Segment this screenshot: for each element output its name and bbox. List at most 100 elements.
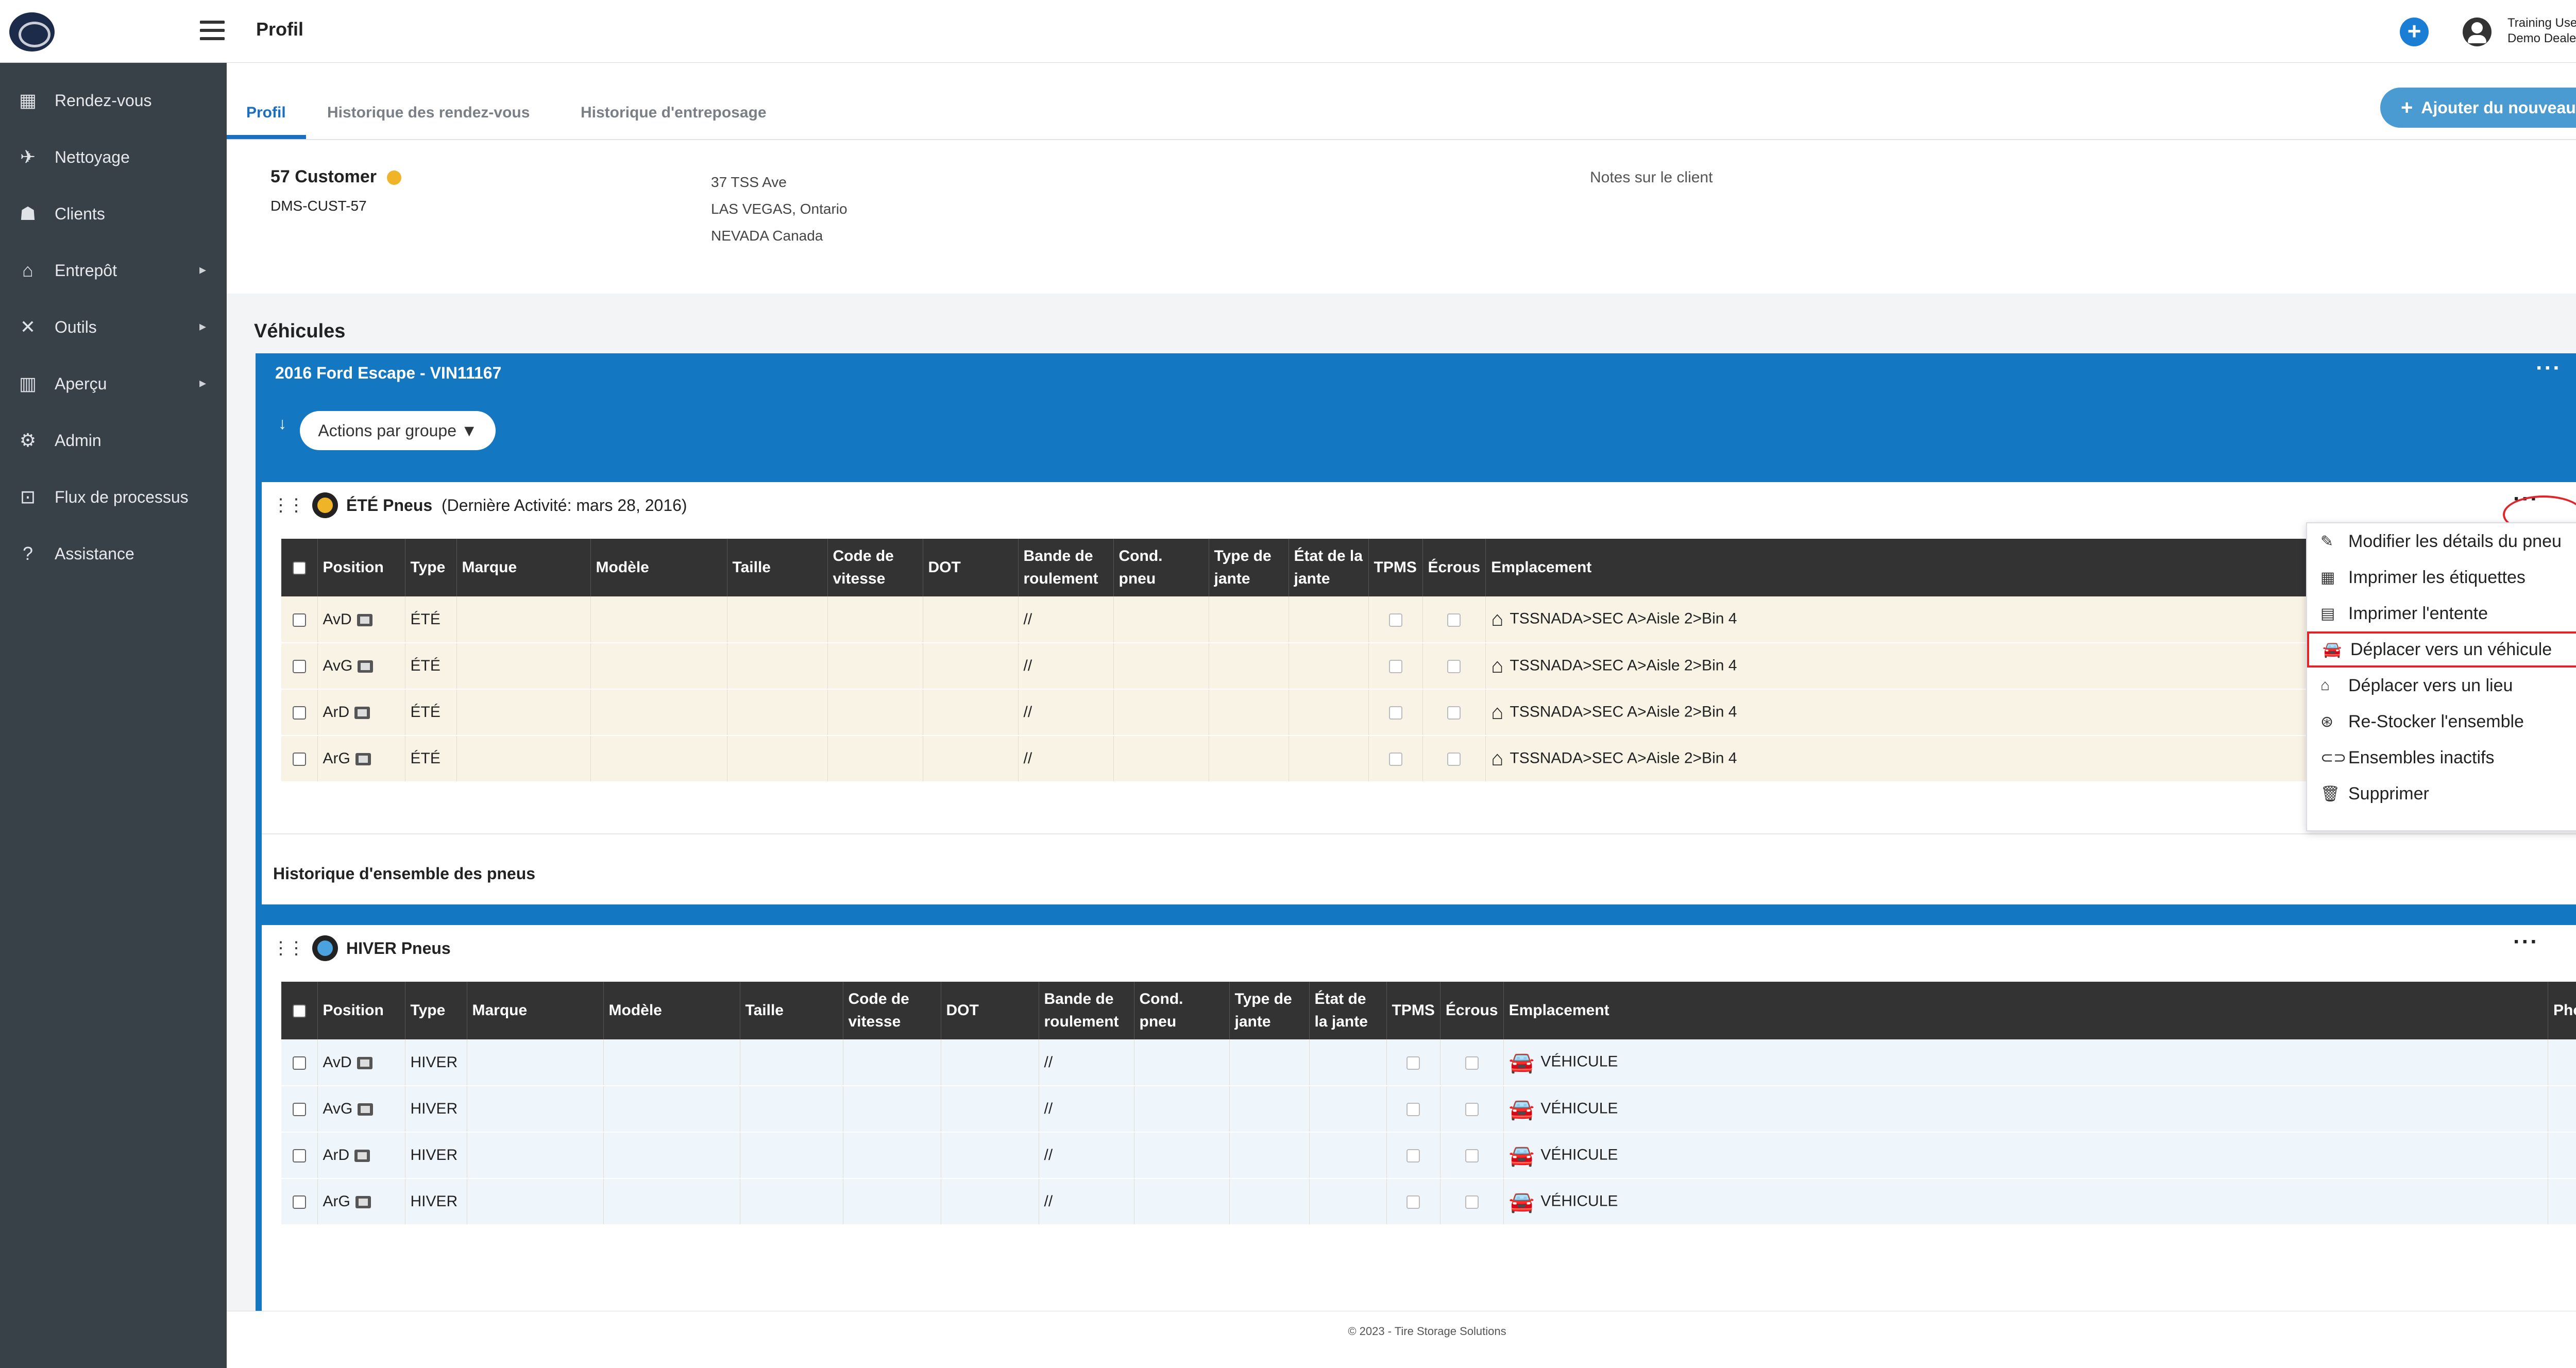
chevron-right-icon: ▸ bbox=[199, 375, 206, 390]
sidebar-item-assistance[interactable]: ? Assistance bbox=[0, 525, 227, 582]
tpms-checkbox[interactable] bbox=[1388, 706, 1402, 720]
tab-bar: Profil Historique des rendez-vous Histor… bbox=[227, 63, 2576, 140]
ecrous-cell bbox=[1440, 1086, 1504, 1133]
image-icon[interactable] bbox=[358, 660, 374, 673]
row-checkbox[interactable] bbox=[292, 1149, 306, 1163]
group-actions-button[interactable]: Actions par groupe ▼ bbox=[300, 411, 496, 450]
marque-cell bbox=[467, 1039, 604, 1086]
sidebar-item-nettoyage[interactable]: ✈ Nettoyage bbox=[0, 129, 227, 185]
tab-historique-rendez-vous[interactable]: Historique des rendez-vous bbox=[327, 104, 530, 121]
table-row[interactable]: AvG HIVER // 🚘 VÉHICULE bbox=[281, 1086, 2576, 1133]
sidebar-item-flux[interactable]: ⊡ Flux de processus bbox=[0, 469, 227, 525]
ecrous-checkbox[interactable] bbox=[1465, 1195, 1479, 1209]
row-checkbox[interactable] bbox=[292, 753, 306, 766]
sidebar-item-apercu[interactable]: ▥ Aperçu ▸ bbox=[0, 355, 227, 412]
table-row[interactable]: ArG HIVER // 🚘 VÉHICULE bbox=[281, 1178, 2576, 1225]
row-checkbox[interactable] bbox=[292, 613, 306, 627]
sidebar-item-outils[interactable]: ✕ Outils ▸ bbox=[0, 299, 227, 355]
row-checkbox[interactable] bbox=[292, 706, 306, 720]
broom-icon: ✈ bbox=[20, 146, 36, 167]
ecrous-cell bbox=[1440, 1178, 1504, 1225]
tpms-checkbox[interactable] bbox=[1406, 1149, 1420, 1163]
row-checkbox[interactable] bbox=[292, 1056, 306, 1070]
row-checkbox-cell bbox=[281, 1178, 318, 1225]
menu-item-supprimer[interactable]: 🗑 Supprimer bbox=[2307, 776, 2576, 812]
tpms-checkbox[interactable] bbox=[1406, 1103, 1420, 1117]
jante-etat-cell bbox=[1309, 1039, 1387, 1086]
ecrous-checkbox[interactable] bbox=[1465, 1056, 1479, 1070]
table-row[interactable]: ArD HIVER // 🚘 VÉHICULE bbox=[281, 1132, 2576, 1179]
summer-history-toggle[interactable]: Historique d'ensemble des pneus bbox=[273, 864, 536, 883]
ecrous-checkbox[interactable] bbox=[1465, 1103, 1479, 1117]
sidebar-item-clients[interactable]: ☗ Clients bbox=[0, 185, 227, 242]
row-checkbox[interactable] bbox=[292, 660, 306, 674]
row-checkbox[interactable] bbox=[292, 1103, 306, 1117]
drag-handle-icon[interactable]: ⋮⋮ bbox=[272, 495, 305, 515]
quick-add-button[interactable]: + bbox=[2400, 18, 2429, 46]
ecrous-checkbox[interactable] bbox=[1447, 706, 1461, 720]
user-info[interactable]: Training User Demo Dealer (10) bbox=[2507, 15, 2576, 46]
drag-handle-icon[interactable]: ⋮⋮ bbox=[272, 938, 305, 958]
select-all-checkbox[interactable] bbox=[292, 561, 306, 575]
ecrous-checkbox[interactable] bbox=[1447, 753, 1461, 766]
tpms-checkbox[interactable] bbox=[1406, 1195, 1420, 1209]
vitesse-cell bbox=[827, 596, 923, 643]
hamburger-menu-icon[interactable] bbox=[200, 21, 225, 40]
table-row[interactable]: ArG ÉTÉ // ⌂ TSSNADA>SEC A>Aisle 2>Bin 4 bbox=[281, 736, 2576, 782]
tpms-checkbox[interactable] bbox=[1406, 1056, 1420, 1070]
marque-cell bbox=[467, 1132, 604, 1179]
position-cell: ArD bbox=[317, 689, 405, 736]
winter-set-more-icon[interactable]: ··· bbox=[2513, 929, 2539, 954]
vehicle-more-icon[interactable]: ··· bbox=[2536, 355, 2562, 381]
table-row[interactable]: AvG ÉTÉ // ⌂ TSSNADA>SEC A>Aisle 2>Bin 4 bbox=[281, 643, 2576, 690]
menu-item-imprimer-etiquettes[interactable]: ▦ Imprimer les étiquettes bbox=[2307, 559, 2576, 595]
select-all-checkbox[interactable] bbox=[292, 1004, 306, 1018]
warehouse-icon: ⌂ bbox=[1491, 608, 1504, 630]
table-row[interactable]: ArD ÉTÉ // ⌂ TSSNADA>SEC A>Aisle 2>Bin 4 bbox=[281, 689, 2576, 736]
ecrous-checkbox[interactable] bbox=[1465, 1149, 1479, 1163]
sidebar-item-admin[interactable]: ⚙ Admin bbox=[0, 412, 227, 469]
menu-item-ensembles-inactifs[interactable]: ⊂⊃ Ensembles inactifs bbox=[2307, 740, 2576, 776]
image-icon[interactable] bbox=[354, 707, 370, 720]
menu-item-deplacer-lieu[interactable]: ⌂ Déplacer vers un lieu bbox=[2307, 668, 2576, 704]
select-all-checkbox-cell bbox=[281, 982, 318, 1039]
tab-historique-entreposage[interactable]: Historique d'entreposage bbox=[581, 104, 767, 121]
image-icon[interactable] bbox=[357, 613, 372, 626]
dot-cell bbox=[941, 1039, 1039, 1086]
table-row[interactable]: AvD HIVER // 🚘 VÉHICULE bbox=[281, 1039, 2576, 1086]
modele-cell bbox=[603, 1132, 740, 1179]
ecrous-checkbox[interactable] bbox=[1447, 613, 1461, 627]
vitesse-cell bbox=[827, 643, 923, 690]
image-icon[interactable] bbox=[358, 1103, 374, 1116]
add-new-button[interactable]: + Ajouter du nouveau ▼ bbox=[2380, 88, 2576, 128]
tire-storage-logo[interactable] bbox=[9, 12, 55, 52]
sidebar-item-rendez-vous[interactable]: ▦ Rendez-vous bbox=[0, 72, 227, 129]
menu-item-modifier[interactable]: ✎ Modifier les détails du pneu bbox=[2307, 523, 2576, 559]
image-icon[interactable] bbox=[354, 1150, 370, 1162]
customer-profile-card: 57 Customer DMS-CUST-57 37 TSS Ave LAS V… bbox=[227, 140, 2576, 294]
user-avatar-icon[interactable] bbox=[2463, 18, 2492, 46]
image-icon[interactable] bbox=[355, 1196, 371, 1209]
tpms-checkbox[interactable] bbox=[1388, 660, 1402, 674]
menu-item-imprimer-entente[interactable]: ▤ Imprimer l'entente bbox=[2307, 595, 2576, 631]
image-icon[interactable] bbox=[357, 1056, 372, 1069]
cond-cell bbox=[1134, 1132, 1230, 1179]
sidebar-item-entrepot[interactable]: ⌂ Entrepôt ▸ bbox=[0, 242, 227, 299]
calendar-icon: ▦ bbox=[19, 90, 37, 111]
sidebar-item-label: Assistance bbox=[55, 544, 134, 563]
menu-item-deplacer-vehicule[interactable]: 🚘 Déplacer vers un véhicule bbox=[2307, 631, 2576, 668]
winter-set-title: HIVER Pneus bbox=[346, 938, 451, 957]
row-checkbox[interactable] bbox=[292, 1195, 306, 1209]
col-taille: Taille bbox=[740, 982, 843, 1039]
tab-profil[interactable]: Profil bbox=[246, 104, 286, 121]
table-row[interactable]: AvD ÉTÉ // ⌂ TSSNADA>SEC A>Aisle 2>Bin 4 bbox=[281, 596, 2576, 643]
ecrous-checkbox[interactable] bbox=[1447, 660, 1461, 674]
marque-cell bbox=[456, 643, 591, 690]
tpms-checkbox[interactable] bbox=[1388, 753, 1402, 766]
summer-set-activity: (Dernière Activité: mars 28, 2016) bbox=[441, 495, 687, 515]
position-cell: ArG bbox=[317, 736, 405, 782]
menu-item-restocker[interactable]: ⊛ Re-Stocker l'ensemble bbox=[2307, 704, 2576, 740]
image-icon[interactable] bbox=[355, 753, 371, 766]
tpms-checkbox[interactable] bbox=[1388, 613, 1402, 627]
car-icon: 🚘 bbox=[1509, 1051, 1535, 1074]
